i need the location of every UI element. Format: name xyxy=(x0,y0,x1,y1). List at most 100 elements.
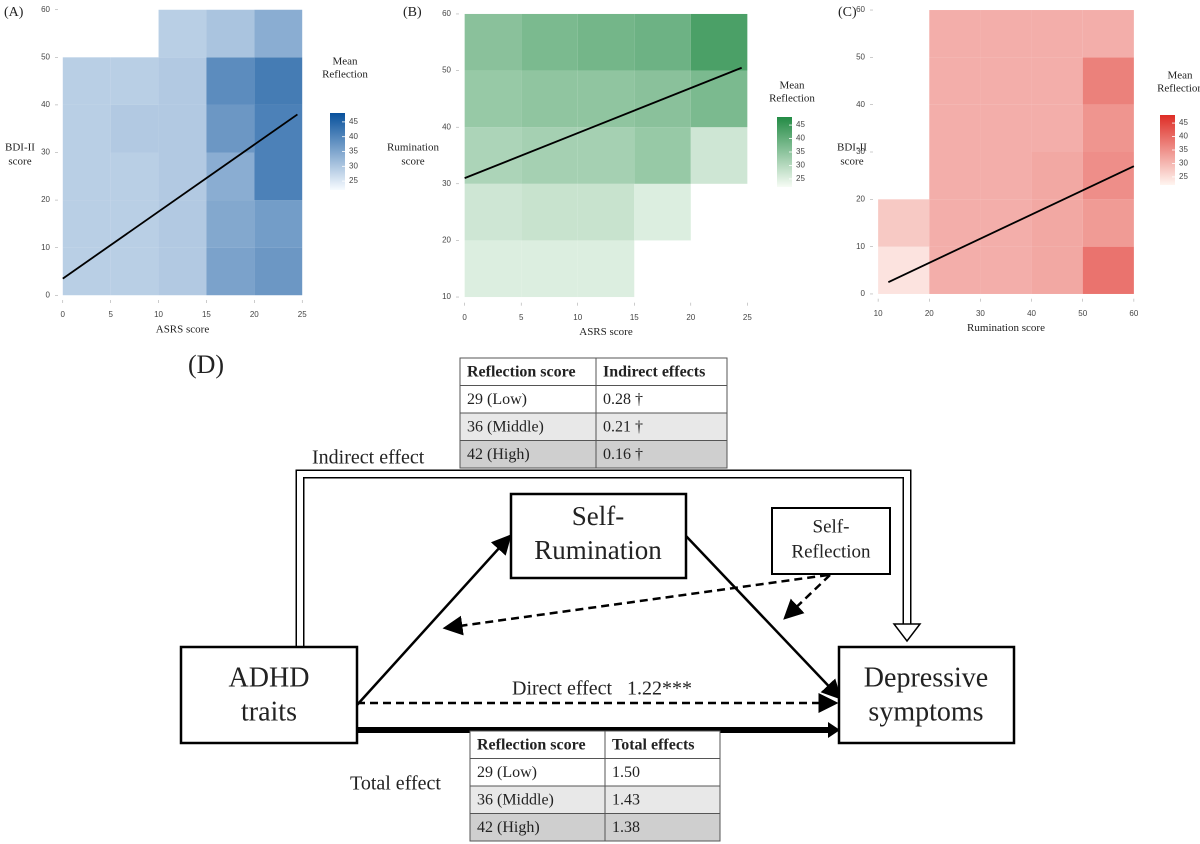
y-axis-label: score xyxy=(840,156,863,168)
heat-cell xyxy=(690,13,748,71)
table-cell: 0.28 † xyxy=(603,391,643,408)
heat-cell xyxy=(1082,57,1134,105)
heat-cell xyxy=(521,70,578,128)
heat-cell xyxy=(62,152,111,201)
y-axis-label: score xyxy=(8,156,31,168)
table-row xyxy=(469,730,721,759)
heat-cell xyxy=(254,9,303,58)
heat-cell xyxy=(980,104,1032,152)
x-tick-label: 15 xyxy=(202,310,211,319)
heat-cell xyxy=(577,183,635,241)
heat-cell xyxy=(980,57,1032,105)
colorbar-tick-label: 25 xyxy=(796,174,805,183)
regression-line xyxy=(62,113,298,280)
direct-label: Direct effect xyxy=(512,678,613,700)
heat-cell xyxy=(980,246,1032,294)
heat-cell xyxy=(577,13,635,71)
colorbar-tick-label: 30 xyxy=(1179,159,1188,168)
colorbar-tick-label: 35 xyxy=(796,147,805,156)
heat-cell xyxy=(521,240,578,298)
heat-cell xyxy=(980,10,1032,58)
colorbar-tick-label: 25 xyxy=(1179,172,1188,181)
colorbar-title: Reflection xyxy=(769,93,815,105)
table-cell: 1.38 xyxy=(612,819,640,836)
x-tick-label: 10 xyxy=(573,313,582,322)
table-header: Total effects xyxy=(612,736,695,753)
y-tick-label: 10 xyxy=(856,242,865,251)
x-tick-label: 20 xyxy=(686,313,695,322)
colorbar xyxy=(777,117,792,187)
colorbar-title: Reflection xyxy=(1157,83,1200,95)
heat-cell xyxy=(464,183,522,241)
heat-cell xyxy=(110,57,159,105)
heat-cell xyxy=(206,152,255,201)
heat-cell xyxy=(464,240,522,298)
x-tick-label: 5 xyxy=(108,310,113,319)
indirect-label: Indirect effect xyxy=(312,447,425,469)
heatmap-panel: (B) 0 5 10 15 20 25 10 20 30 40 50 60 ASRS score Rumin… xyxy=(387,5,815,338)
node-box xyxy=(771,507,891,575)
node-box xyxy=(837,645,1016,745)
heat-cell xyxy=(110,247,159,296)
colorbar-tick-label: 25 xyxy=(349,176,358,185)
node-label: ADHD xyxy=(229,662,310,693)
x-tick-label: 0 xyxy=(462,313,467,322)
table-header: Reflection score xyxy=(477,736,586,753)
x-tick-label: 25 xyxy=(743,313,752,322)
y-axis-label: Rumination xyxy=(387,142,439,154)
indirect-arrow-head xyxy=(892,623,922,643)
total-arrow-head xyxy=(828,722,840,738)
y-tick-label: 50 xyxy=(442,66,451,75)
y-tick-label: 60 xyxy=(41,5,50,14)
heat-cell xyxy=(690,127,748,184)
heat-cell xyxy=(980,152,1032,200)
total-label: Total effect xyxy=(350,773,441,795)
y-tick-label: 30 xyxy=(41,148,50,157)
heat-cell xyxy=(158,104,207,153)
heat-cell xyxy=(634,127,691,184)
x-axis-label: Rumination score xyxy=(967,322,1045,334)
node-label: Rumination xyxy=(534,535,662,565)
x-tick-label: 5 xyxy=(519,313,524,322)
heat-cell xyxy=(634,183,691,241)
node-label: Self- xyxy=(572,501,624,531)
x-tick-label: 20 xyxy=(925,309,934,318)
heat-cell xyxy=(634,13,691,71)
heat-cell xyxy=(464,70,522,128)
y-axis-label: score xyxy=(401,156,424,168)
node-box xyxy=(509,492,688,580)
colorbar-tick-label: 45 xyxy=(796,120,805,129)
node-label: Reflection xyxy=(791,541,871,562)
table-cell: 36 (Middle) xyxy=(477,791,554,808)
heat-cell xyxy=(254,200,303,248)
y-axis-label: BDI-II xyxy=(5,142,35,154)
heat-cell xyxy=(206,57,255,105)
y-tick-label: 40 xyxy=(41,100,50,109)
heat-cell xyxy=(464,13,522,71)
table-cell: 1.50 xyxy=(612,764,640,781)
heat-cell xyxy=(206,9,255,58)
heat-cell xyxy=(62,247,111,296)
table-row xyxy=(459,385,728,414)
heat-cell xyxy=(1082,199,1134,247)
y-tick-label: 20 xyxy=(442,236,451,245)
heat-cell xyxy=(929,57,981,105)
x-tick-label: 60 xyxy=(1129,309,1138,318)
x-tick-label: 30 xyxy=(976,309,985,318)
heat-cell xyxy=(110,152,159,201)
y-tick-label: 10 xyxy=(442,292,451,301)
heat-cell xyxy=(929,10,981,58)
panel-label: (B) xyxy=(403,5,422,20)
table-cell: 36 (Middle) xyxy=(467,418,544,435)
y-tick-label: 20 xyxy=(41,195,50,204)
heat-cell xyxy=(1031,152,1083,200)
panel-label: (D) xyxy=(188,350,224,379)
heat-cell xyxy=(878,246,930,294)
table-cell: 29 (Low) xyxy=(467,391,527,408)
heat-cell xyxy=(929,104,981,152)
path-a-arrow xyxy=(356,534,512,706)
heat-cell xyxy=(929,199,981,247)
x-tick-label: 10 xyxy=(154,310,163,319)
table-header: Reflection score xyxy=(467,363,576,380)
table-row xyxy=(459,357,728,386)
